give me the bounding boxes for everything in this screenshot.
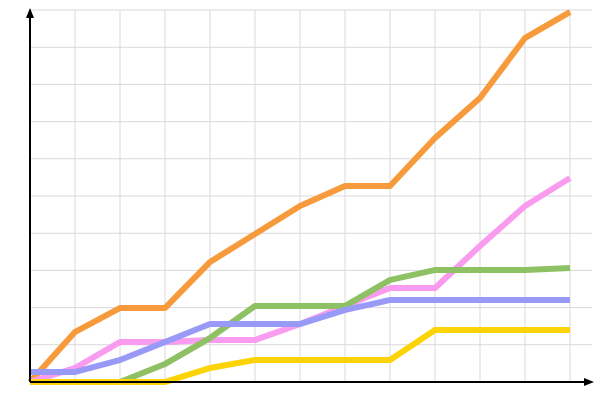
series-line-periwinkle-series <box>30 297 570 375</box>
axes <box>26 8 594 386</box>
y-axis-arrow-icon <box>26 8 34 18</box>
series-line-orange-series <box>27 9 572 385</box>
x-axis-arrow-icon <box>584 378 594 386</box>
